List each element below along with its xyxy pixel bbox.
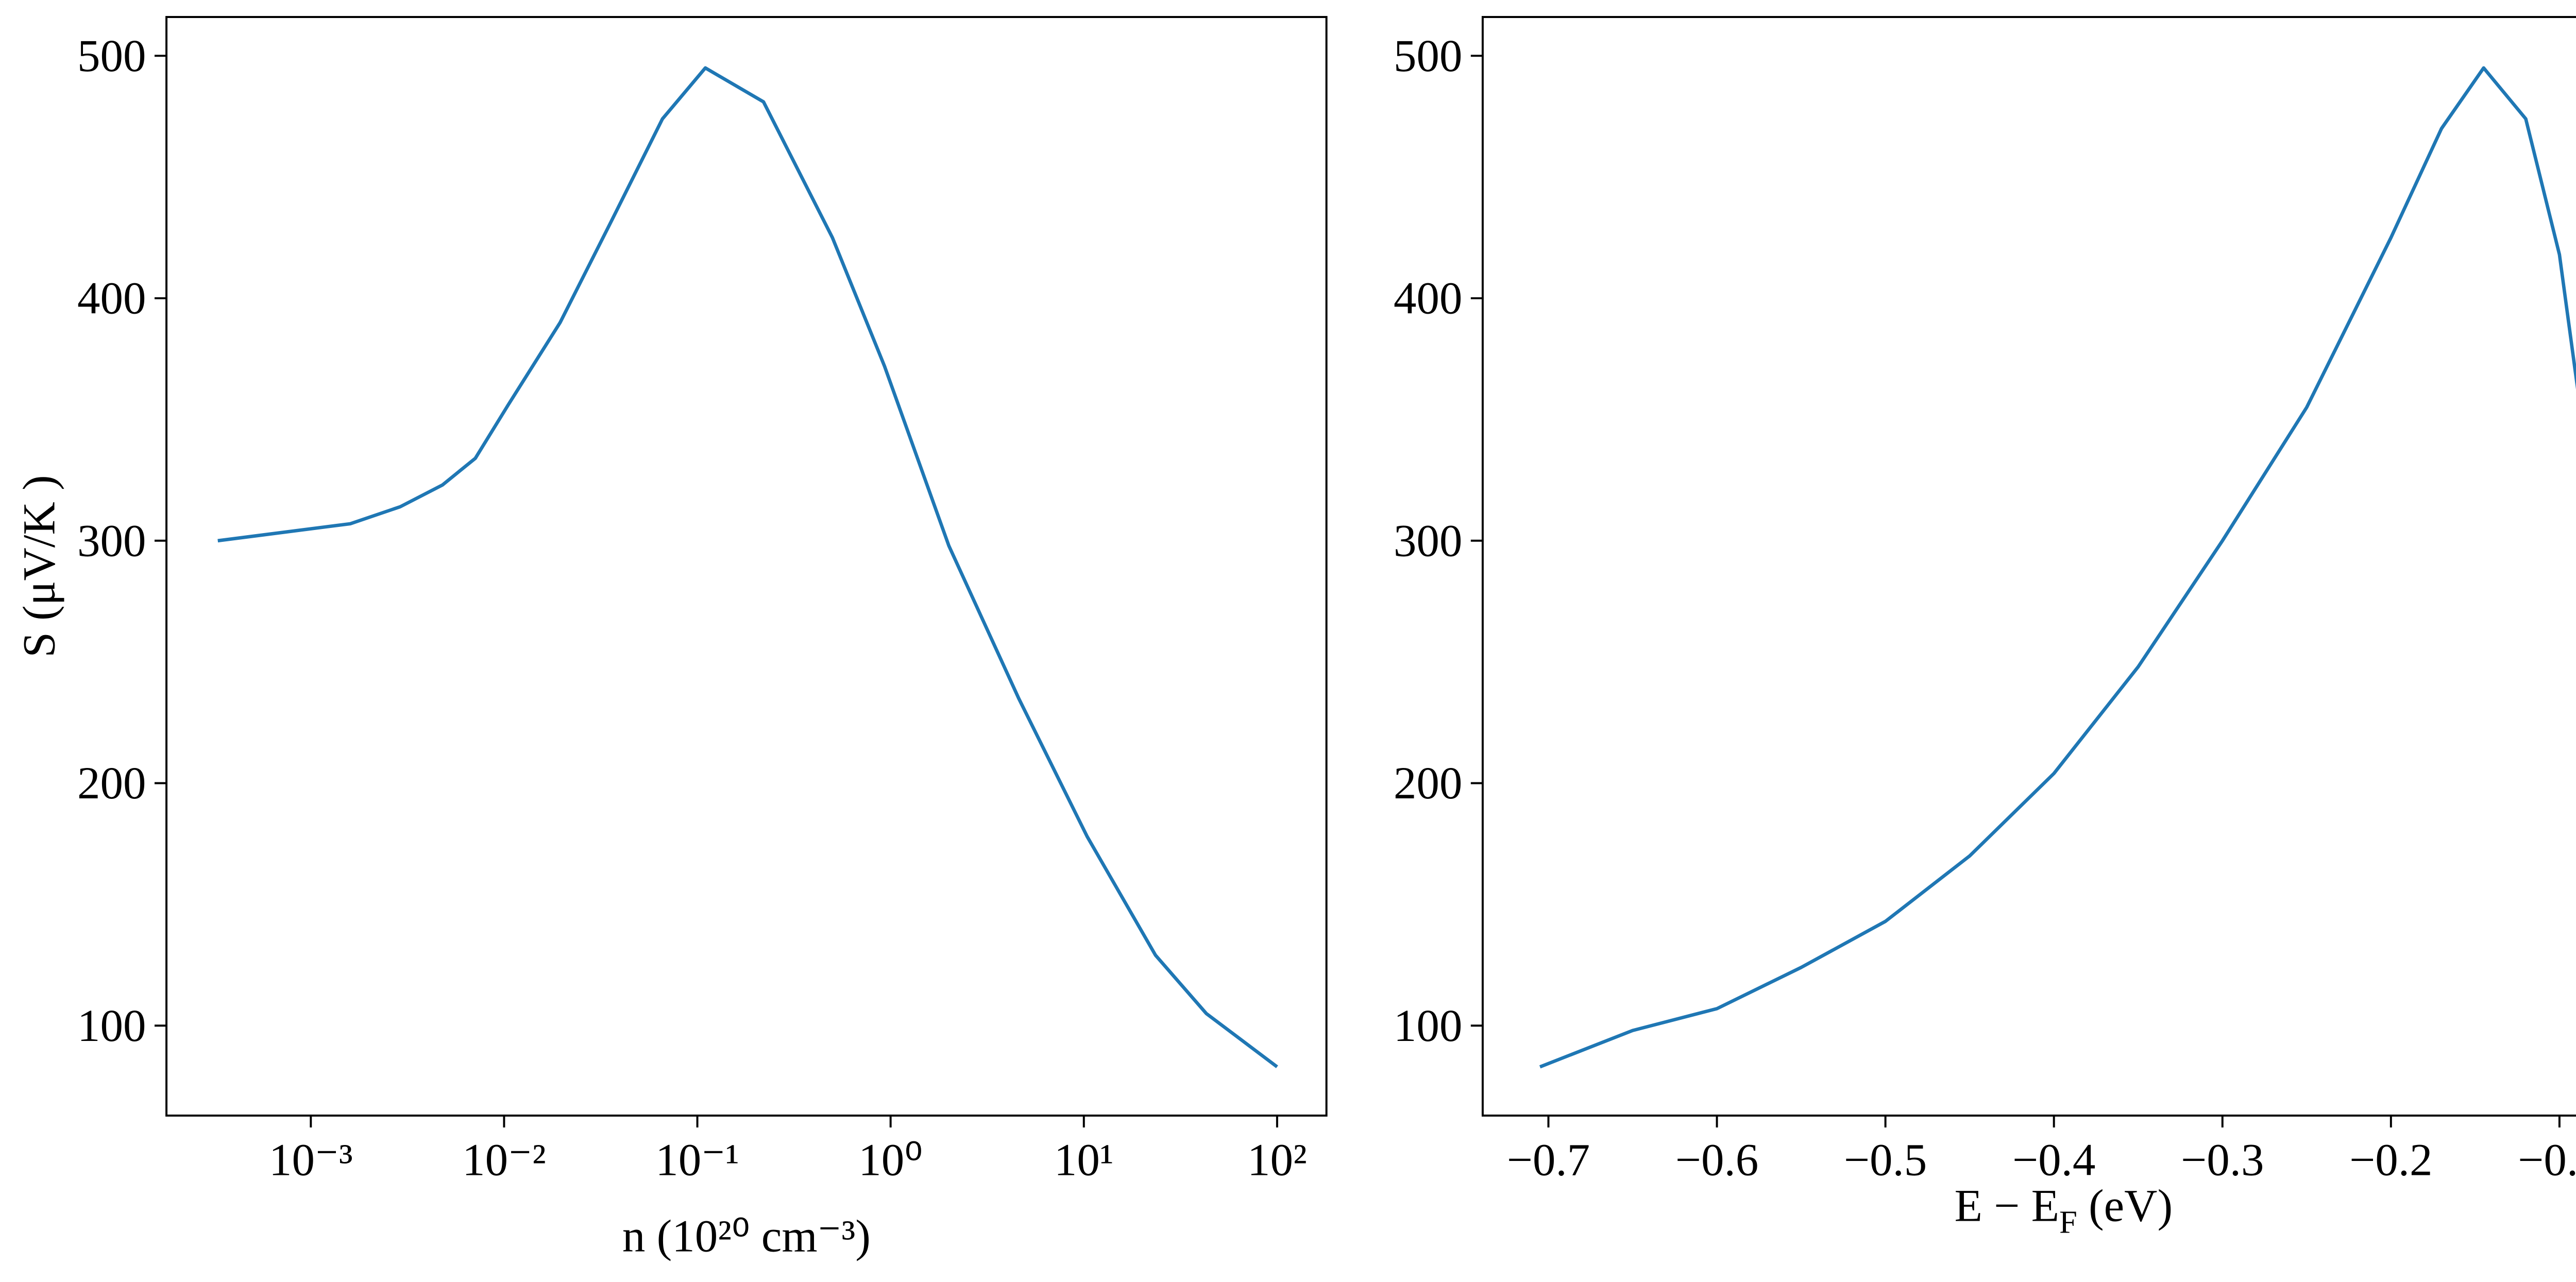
x-tick-label: −0.4 (2012, 1135, 2095, 1185)
x-axis-label-text: E − E (1955, 1181, 2059, 1231)
y-tick-label: 400 (1394, 274, 1463, 324)
x-tick-label: −0.6 (1675, 1135, 1758, 1185)
y-tick-label: 100 (1394, 1001, 1463, 1051)
x-tick-label: 10⁰ (858, 1135, 923, 1185)
axes-frame (1481, 16, 2576, 1117)
x-axis-label: E − EF (eV) (1955, 1181, 2173, 1240)
x-tick-label: −0.2 (2349, 1135, 2432, 1185)
y-tick-label: 500 (1394, 31, 1463, 81)
x-tick-label: −0.3 (2181, 1135, 2264, 1185)
x-tick-label: 10⁻³ (269, 1135, 353, 1185)
x-axis-label: n (10²⁰ cm⁻³) (622, 1211, 871, 1262)
y-axis-label: S (μV/K ) (14, 475, 64, 657)
x-tick-label: −0.1 (2518, 1135, 2576, 1185)
x-tick-label: 10⁻¹ (655, 1135, 739, 1185)
data-line (217, 66, 1278, 1068)
x-axis-label-subscript: F (2059, 1204, 2077, 1240)
y-tick-label: 400 (77, 274, 146, 324)
x-axis-label-suffix: (eV) (2077, 1181, 2173, 1231)
x-tick-label: −0.5 (1844, 1135, 1927, 1185)
y-tick-label: 500 (77, 31, 146, 81)
y-tick-label: 100 (77, 1001, 146, 1051)
data-line (1539, 66, 2576, 1069)
y-tick-label: 300 (77, 516, 146, 566)
x-tick-label: 10¹ (1054, 1135, 1114, 1185)
y-tick-label: 200 (77, 758, 146, 809)
axes-frame (165, 16, 1328, 1117)
y-tick-label: 300 (1394, 516, 1463, 566)
x-tick-label: 10⁻² (462, 1135, 546, 1185)
x-tick-label: −0.7 (1507, 1135, 1590, 1185)
y-tick-label: 200 (1394, 758, 1463, 809)
x-tick-label: 10² (1247, 1135, 1307, 1185)
